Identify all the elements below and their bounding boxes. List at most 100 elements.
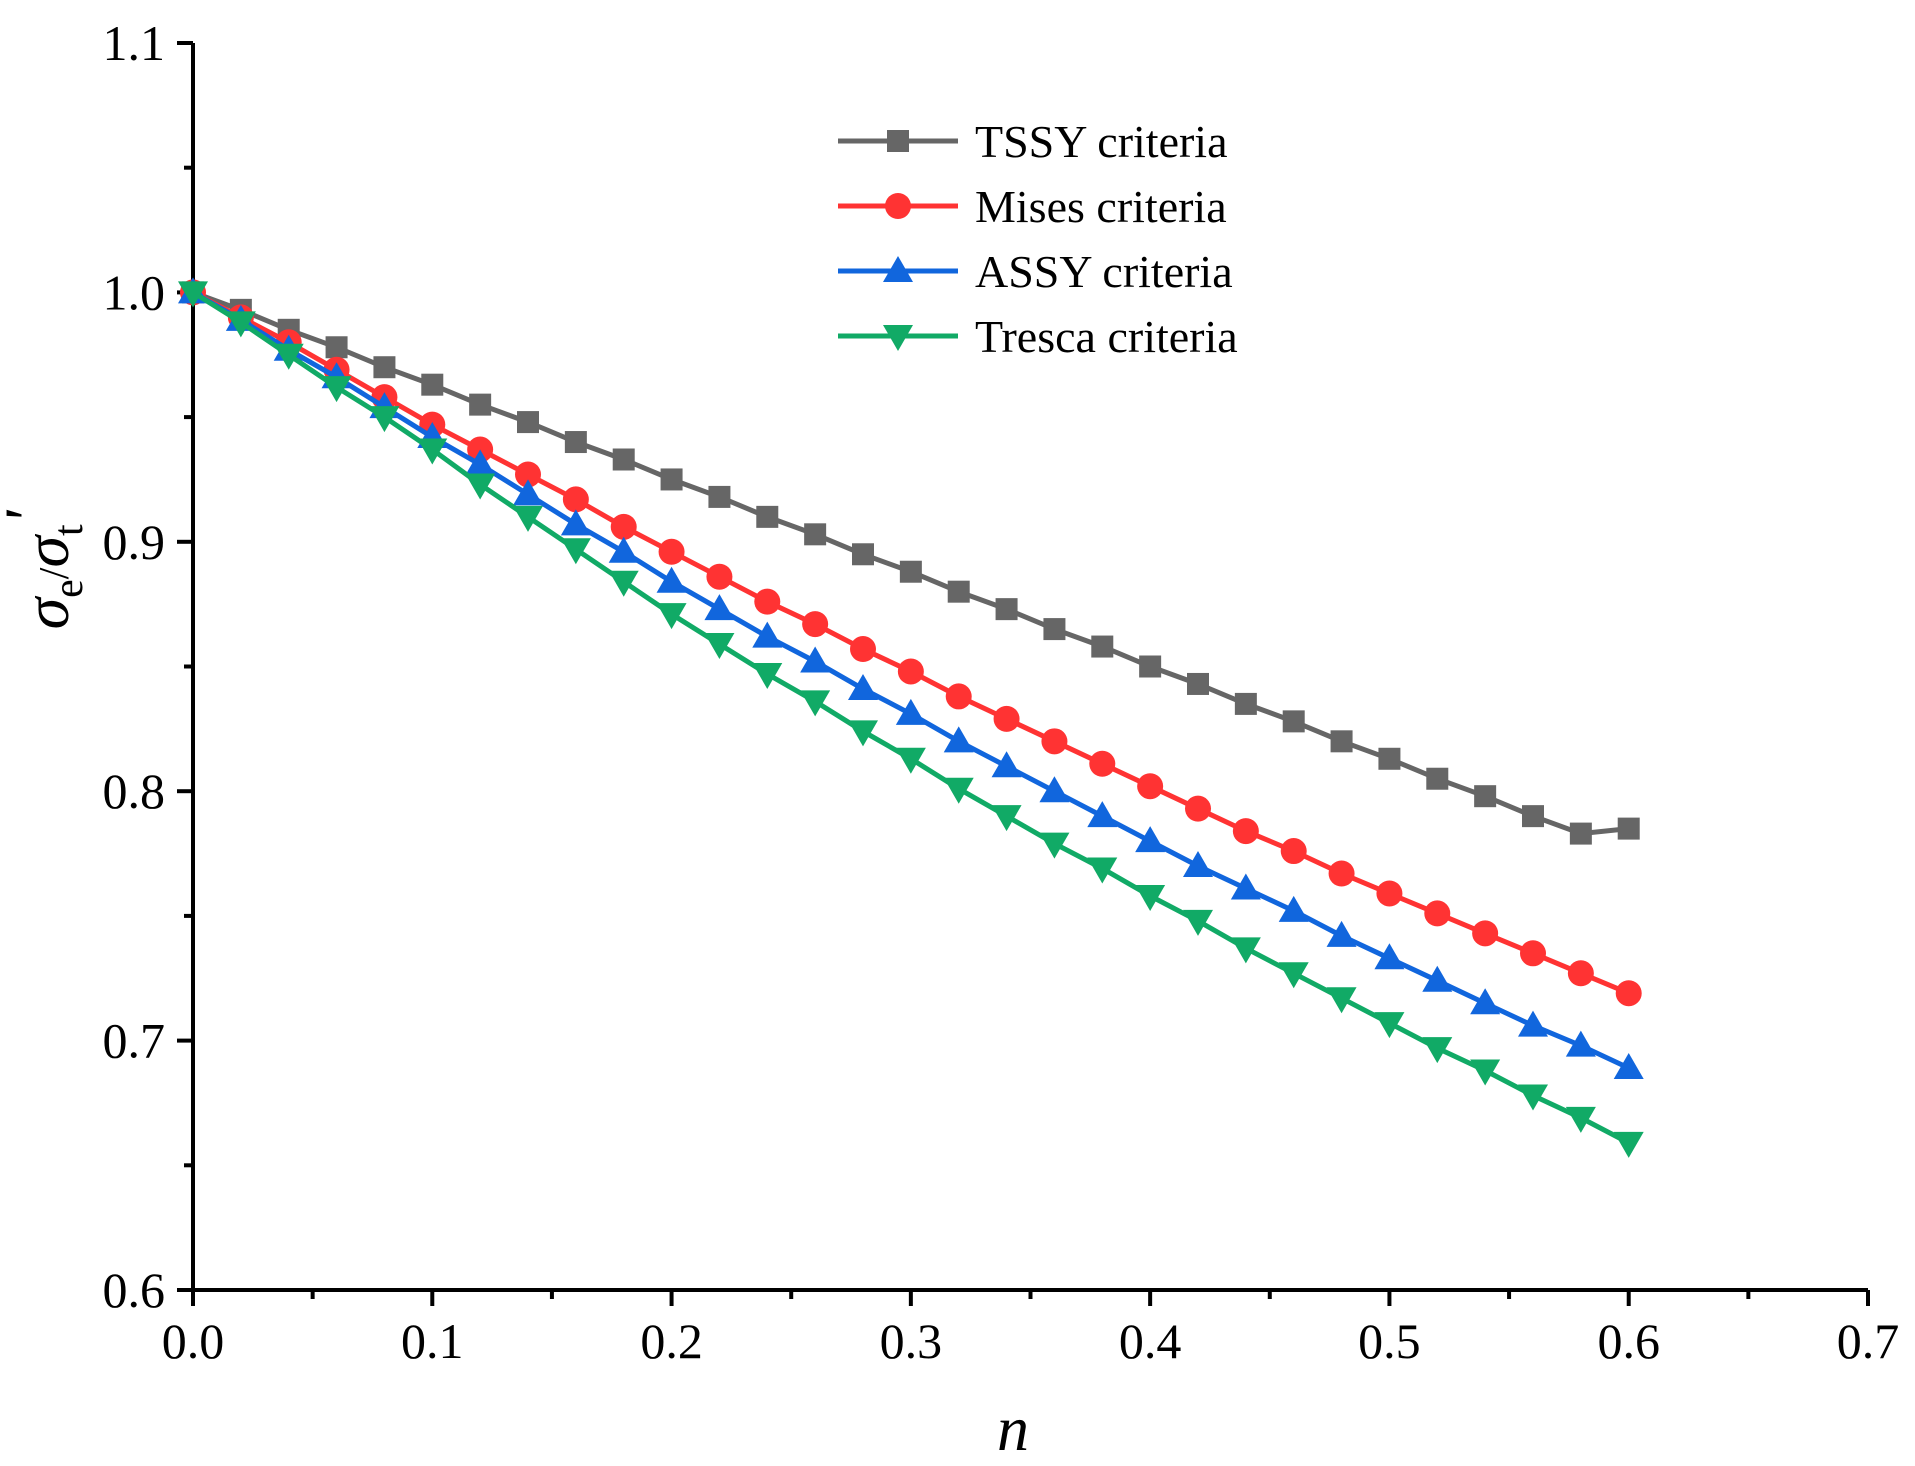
x-axis-title: n (997, 1393, 1029, 1464)
data-point (1326, 987, 1357, 1014)
data-point (1422, 965, 1453, 992)
y-tick-label: 0.7 (103, 1013, 166, 1069)
x-tick-label: 0.0 (162, 1313, 225, 1369)
data-point (1374, 943, 1405, 970)
legend-item: Mises criteria (838, 181, 1227, 232)
y-tick-label: 0.6 (103, 1262, 166, 1318)
data-point (1232, 818, 1259, 845)
data-point (560, 538, 591, 565)
legend-marker (883, 256, 913, 282)
x-tick-label: 0.3 (880, 1313, 943, 1369)
data-point (897, 658, 924, 685)
legend-item: Tresca criteria (838, 311, 1238, 362)
data-point (993, 705, 1020, 732)
data-point (895, 698, 926, 725)
legend-label: TSSY criteria (975, 116, 1228, 167)
data-point (756, 505, 779, 528)
y-tick-label: 1.0 (103, 264, 166, 320)
data-point (608, 570, 639, 597)
data-point (1615, 980, 1642, 1007)
data-point (178, 281, 208, 308)
data-point (369, 406, 400, 433)
data-point (1520, 940, 1546, 967)
data-point (706, 563, 733, 590)
data-point (704, 594, 735, 621)
data-point (1569, 822, 1592, 845)
data-point (895, 747, 926, 774)
data-point (1039, 832, 1070, 859)
data-point (1422, 1037, 1453, 1064)
data-point (1278, 895, 1309, 922)
data-point (1087, 801, 1118, 828)
data-point (1043, 618, 1066, 641)
data-point (1183, 851, 1213, 878)
data-point (708, 485, 731, 508)
x-tick-label: 0.6 (1597, 1313, 1660, 1369)
legend-marker (887, 130, 909, 152)
legend: TSSY criteria Mises criteria ASSY criteria… (838, 116, 1238, 362)
data-point (752, 621, 783, 648)
data-point (656, 566, 687, 593)
data-point (1470, 988, 1501, 1015)
data-point (1230, 873, 1261, 900)
data-point (704, 633, 735, 660)
data-point (1374, 1012, 1405, 1039)
data-point (1041, 728, 1068, 755)
data-point (562, 486, 589, 513)
y-tick-label: 1.1 (103, 15, 166, 71)
data-point (1522, 805, 1544, 828)
data-point (850, 636, 876, 663)
data-point (1613, 1053, 1644, 1080)
data-point (1424, 900, 1451, 927)
data-point (1328, 860, 1355, 887)
data-point (1282, 710, 1305, 733)
data-point (1185, 795, 1211, 822)
data-point (560, 509, 591, 536)
data-point (1376, 880, 1403, 907)
data-point (1089, 750, 1116, 777)
data-point (608, 536, 639, 563)
data-point (1280, 838, 1307, 865)
data-point (1565, 1030, 1596, 1057)
data-point (1187, 672, 1209, 695)
data-point (802, 611, 829, 638)
data-point (658, 538, 685, 565)
data-point (945, 683, 972, 710)
series-layer (178, 277, 1644, 1158)
data-point (1470, 1059, 1501, 1086)
data-point (899, 560, 922, 583)
y-tick-label: 0.8 (103, 763, 166, 819)
data-point (1230, 937, 1261, 964)
data-point (943, 726, 974, 753)
data-point (1472, 920, 1499, 947)
data-point (1278, 962, 1309, 989)
data-point (1087, 857, 1118, 884)
data-point (1567, 960, 1594, 987)
series-line (191, 290, 1630, 996)
legend-label: Mises criteria (975, 181, 1227, 232)
data-point (656, 603, 687, 630)
legend-label: ASSY criteria (975, 246, 1233, 297)
data-point (1518, 1010, 1548, 1037)
data-point (1234, 692, 1257, 715)
series-mises (180, 279, 1642, 1007)
x-tick-label: 0.5 (1358, 1313, 1421, 1369)
data-point (804, 523, 827, 546)
data-point (465, 473, 496, 500)
x-tick-label: 0.1 (401, 1313, 464, 1369)
data-point (947, 580, 970, 603)
data-point (754, 588, 781, 615)
data-point (273, 343, 304, 370)
y-tick-label: 0.9 (103, 514, 166, 570)
data-point (610, 513, 637, 540)
data-point (852, 543, 874, 566)
data-point (1039, 776, 1070, 803)
data-point (991, 751, 1022, 778)
data-point (848, 720, 878, 747)
data-point (469, 393, 492, 416)
data-point (417, 438, 448, 465)
legend-label: Tresca criteria (975, 311, 1238, 362)
data-point (752, 662, 783, 689)
data-point (995, 598, 1018, 621)
data-point (612, 448, 635, 471)
